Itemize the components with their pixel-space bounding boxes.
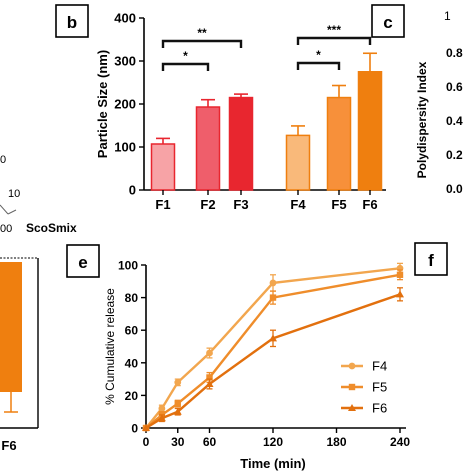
panel-b-box	[55, 4, 89, 38]
chart-b-xtick-label: F6	[362, 197, 377, 212]
chart-b-xtick-label: F1	[155, 197, 170, 212]
chart-f-legend-label: F4	[372, 359, 387, 374]
chart-f-point-f4	[174, 378, 182, 386]
panel-c-box	[371, 4, 405, 38]
chart-b-significance-label: *	[316, 48, 321, 62]
panel-e-label: e	[78, 253, 87, 272]
ternary-tick-0: 0	[0, 154, 6, 166]
ternary-axis-fragment-2	[7, 209, 17, 215]
chart-f-ylabel: % Cumulative release	[103, 288, 117, 405]
chart-f-ytick-label: 40	[125, 356, 139, 370]
chart-b-bar-f6	[357, 71, 383, 191]
chart-b-ytick-label: 300	[114, 54, 136, 69]
panel-c-ytick-4: 0.8	[446, 46, 463, 60]
chart-f-ytick-label: 100	[118, 259, 138, 273]
chart-f-point-f6	[396, 290, 404, 298]
chart-b-ytick-label: 100	[114, 140, 136, 155]
panel-e-box	[66, 244, 100, 278]
panel-b-label: b	[67, 13, 77, 32]
ternary-axis-label: ScoSmix	[26, 221, 77, 235]
chart-f-xlabel: Time (min)	[240, 456, 306, 471]
chart-b-ytick-label: 200	[114, 97, 136, 112]
chart-f-point-f4	[269, 279, 277, 287]
chart-b-bar-f4	[285, 134, 311, 191]
chart-f-point-f5	[174, 400, 181, 407]
panel-c-ytick-1: 0.2	[446, 148, 463, 162]
chart-f-ytick-label: 20	[125, 389, 139, 403]
chart-f-point-f6	[205, 379, 214, 387]
chart-f-xtick-label: 60	[203, 435, 217, 449]
chart-f-point-f6	[157, 414, 166, 422]
chart-f-legend-marker	[348, 404, 356, 411]
chart-b-bar-f5	[326, 96, 352, 191]
panel-c-ytick-3: 0.6	[446, 80, 463, 94]
chart-b-significance-label: ***	[327, 23, 341, 37]
chart-b-significance-bracket	[296, 61, 341, 70]
chart-b-significance-bracket	[161, 62, 210, 71]
chart-f-cumulative-release: 0 20 40 60 80 100 0 30 60 120 180 240 Time (min) % Cu…	[103, 259, 410, 472]
chart-b-xtick-label: F4	[290, 197, 306, 212]
chart-b-ytick-label: 0	[129, 183, 136, 198]
chart-b-xtick-label: F5	[331, 197, 346, 212]
chart-f-ytick-label: 0	[131, 422, 138, 436]
panel-c-top-tick: 1	[444, 9, 451, 23]
chart-b-significance-bracket	[161, 39, 243, 48]
panel-f-label: f	[428, 251, 434, 270]
chart-f-legend-marker	[348, 383, 356, 391]
panel-c-ytick-0: 0.0	[446, 182, 463, 196]
chart-f-legend-label: F5	[372, 380, 387, 395]
chart-f-point-f4	[206, 349, 213, 357]
panel-c-label: c	[383, 13, 392, 32]
chart-b-xtick-label: F2	[200, 197, 215, 212]
ternary-tick-10: 10	[8, 188, 20, 200]
chart-f-point-f5	[396, 271, 404, 278]
chart-b-ylabel: Particle Size (nm)	[95, 50, 110, 158]
chart-f-point-f6	[142, 424, 150, 431]
chart-b-bar-f1	[150, 143, 176, 191]
chart-b-significance-label: **	[197, 26, 207, 40]
chart-b-particle-size: 0 100 200 300 400 Particle Size (nm) F1 F2 F3 F4 F…	[95, 11, 386, 212]
ternary-tick-00: 00	[0, 223, 12, 235]
chart-f-point-f6	[269, 334, 277, 342]
chart-f-point-f4	[158, 405, 166, 412]
chart-b-bar-f3	[228, 96, 254, 191]
chart-f-ytick-label: 80	[125, 291, 139, 305]
ternary-axis-fragment	[0, 204, 9, 215]
chart-f-ytick-label: 60	[125, 324, 139, 338]
chart-b-significance-bracket	[296, 36, 372, 45]
panel-e-tick-f6: F6	[1, 438, 16, 453]
chart-f-point-f5	[269, 294, 277, 301]
panel-f-box	[414, 242, 448, 276]
panel-c-ylabel: Polydispersity Index	[415, 61, 429, 178]
chart-f-xtick-label: 240	[390, 435, 410, 449]
chart-f-point-f6	[173, 407, 182, 415]
chart-f-xtick-label: 120	[263, 435, 283, 449]
chart-b-significance-label: *	[183, 49, 188, 63]
chart-f-xtick-label: 30	[171, 435, 185, 449]
panel-c-ytick-2: 0.4	[446, 114, 463, 128]
chart-b-xtick-label: F3	[233, 197, 248, 212]
chart-b-ytick-label: 400	[114, 11, 136, 26]
chart-f-xtick-label: 180	[326, 435, 346, 449]
chart-f-point-f5	[206, 374, 213, 381]
chart-f-legend-marker	[348, 362, 356, 370]
chart-f-legend-label: F6	[372, 401, 387, 416]
chart-f-xtick-label: 0	[143, 435, 150, 449]
panel-e-bar-f6	[0, 262, 22, 392]
chart-b-bar-f2	[195, 106, 221, 191]
